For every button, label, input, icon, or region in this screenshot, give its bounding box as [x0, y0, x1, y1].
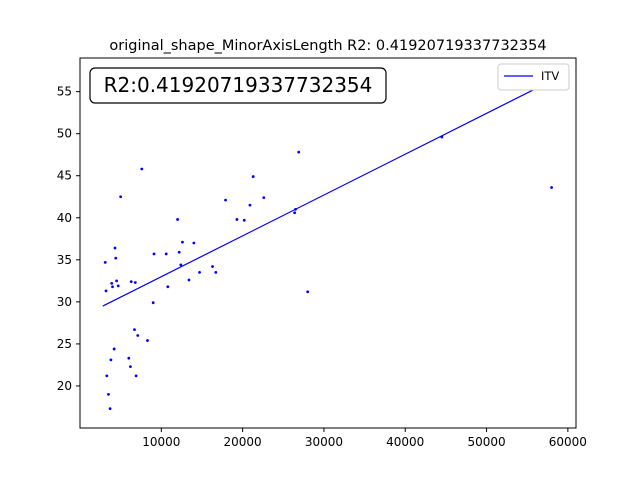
- scatter-point: [133, 328, 136, 332]
- scatter-point: [134, 374, 138, 378]
- scatter-point: [198, 271, 201, 274]
- scatter-point: [550, 186, 554, 189]
- annotation-frame: [89, 67, 387, 104]
- scatter-point: [164, 252, 168, 256]
- scatter-point: [103, 260, 107, 264]
- scatter-point: [113, 246, 117, 250]
- scatter-point: [115, 279, 118, 283]
- scatter-point: [187, 278, 191, 282]
- annotation-box: R2:0.41920719337732354: [89, 67, 387, 104]
- y-tick-label: 40: [57, 211, 72, 225]
- scatter-point: [129, 280, 133, 284]
- scatter-point: [116, 284, 120, 288]
- scatter-point: [146, 339, 149, 342]
- scatter-point: [177, 250, 181, 254]
- scatter-point: [119, 195, 123, 199]
- scatter-point: [306, 290, 310, 294]
- scatter-point: [297, 150, 301, 154]
- regression-line: [102, 80, 552, 307]
- scatter-point: [152, 252, 156, 256]
- scatter-point: [114, 256, 118, 260]
- scatter-point: [133, 281, 137, 284]
- x-tick-label: 50000: [467, 435, 505, 449]
- y-tick-label: 35: [57, 253, 72, 267]
- itv-line: [102, 80, 552, 307]
- chart-title: original_shape_MinorAxisLength R2: 0.419…: [109, 38, 546, 54]
- y-tick-label: 25: [57, 337, 72, 351]
- y-tick-label: 50: [57, 127, 72, 141]
- x-tick-label: 20000: [224, 435, 262, 449]
- scatter-point: [242, 218, 246, 222]
- scatter-point: [129, 365, 132, 369]
- scatter-point: [262, 196, 266, 199]
- x-tick-label: 10000: [142, 435, 180, 449]
- scatter-point: [251, 175, 255, 178]
- scatter-point: [235, 218, 239, 221]
- scatter-point: [293, 211, 297, 215]
- x-tick-label: 30000: [305, 435, 343, 449]
- scatter-point: [224, 198, 227, 202]
- scatter-point: [151, 301, 155, 305]
- scatter-points: [103, 135, 554, 411]
- x-axis-ticks: 10000 20000 30000 40000 50000 60000: [142, 428, 587, 449]
- y-tick-label: 55: [57, 85, 72, 99]
- scatter-point: [248, 203, 252, 207]
- scatter-point: [211, 265, 214, 268]
- scatter-point: [136, 334, 140, 337]
- y-tick-label: 30: [57, 295, 72, 309]
- scatter-point: [181, 240, 184, 244]
- legend-label-itv: ITV: [541, 69, 559, 83]
- legend: ITV: [497, 63, 570, 91]
- scatter-point: [214, 271, 218, 274]
- scatter-point: [176, 218, 179, 221]
- scatter-point: [179, 263, 183, 267]
- x-tick-label: 40000: [386, 435, 424, 449]
- y-axis-ticks: 20 25 30 35 40 45 50 55: [57, 85, 80, 393]
- legend-frame: [497, 63, 570, 91]
- x-tick-label: 60000: [549, 435, 587, 449]
- scatter-point: [112, 347, 116, 351]
- scatter-point: [108, 407, 112, 411]
- y-tick-label: 45: [57, 169, 72, 183]
- y-tick-label: 20: [57, 379, 72, 393]
- scatter-point: [127, 356, 131, 360]
- annotation-text: R2:0.41920719337732354: [104, 73, 373, 97]
- scatter-point: [111, 285, 114, 289]
- scatter-point: [109, 358, 113, 362]
- plot-frame: [79, 57, 577, 429]
- scatter-point: [107, 392, 110, 396]
- scatter-point: [166, 285, 170, 289]
- scatter-point: [104, 289, 108, 293]
- scatter-point: [110, 281, 114, 285]
- scatter-point: [192, 241, 196, 245]
- scatter-point: [105, 374, 109, 378]
- scatter-point: [140, 167, 144, 171]
